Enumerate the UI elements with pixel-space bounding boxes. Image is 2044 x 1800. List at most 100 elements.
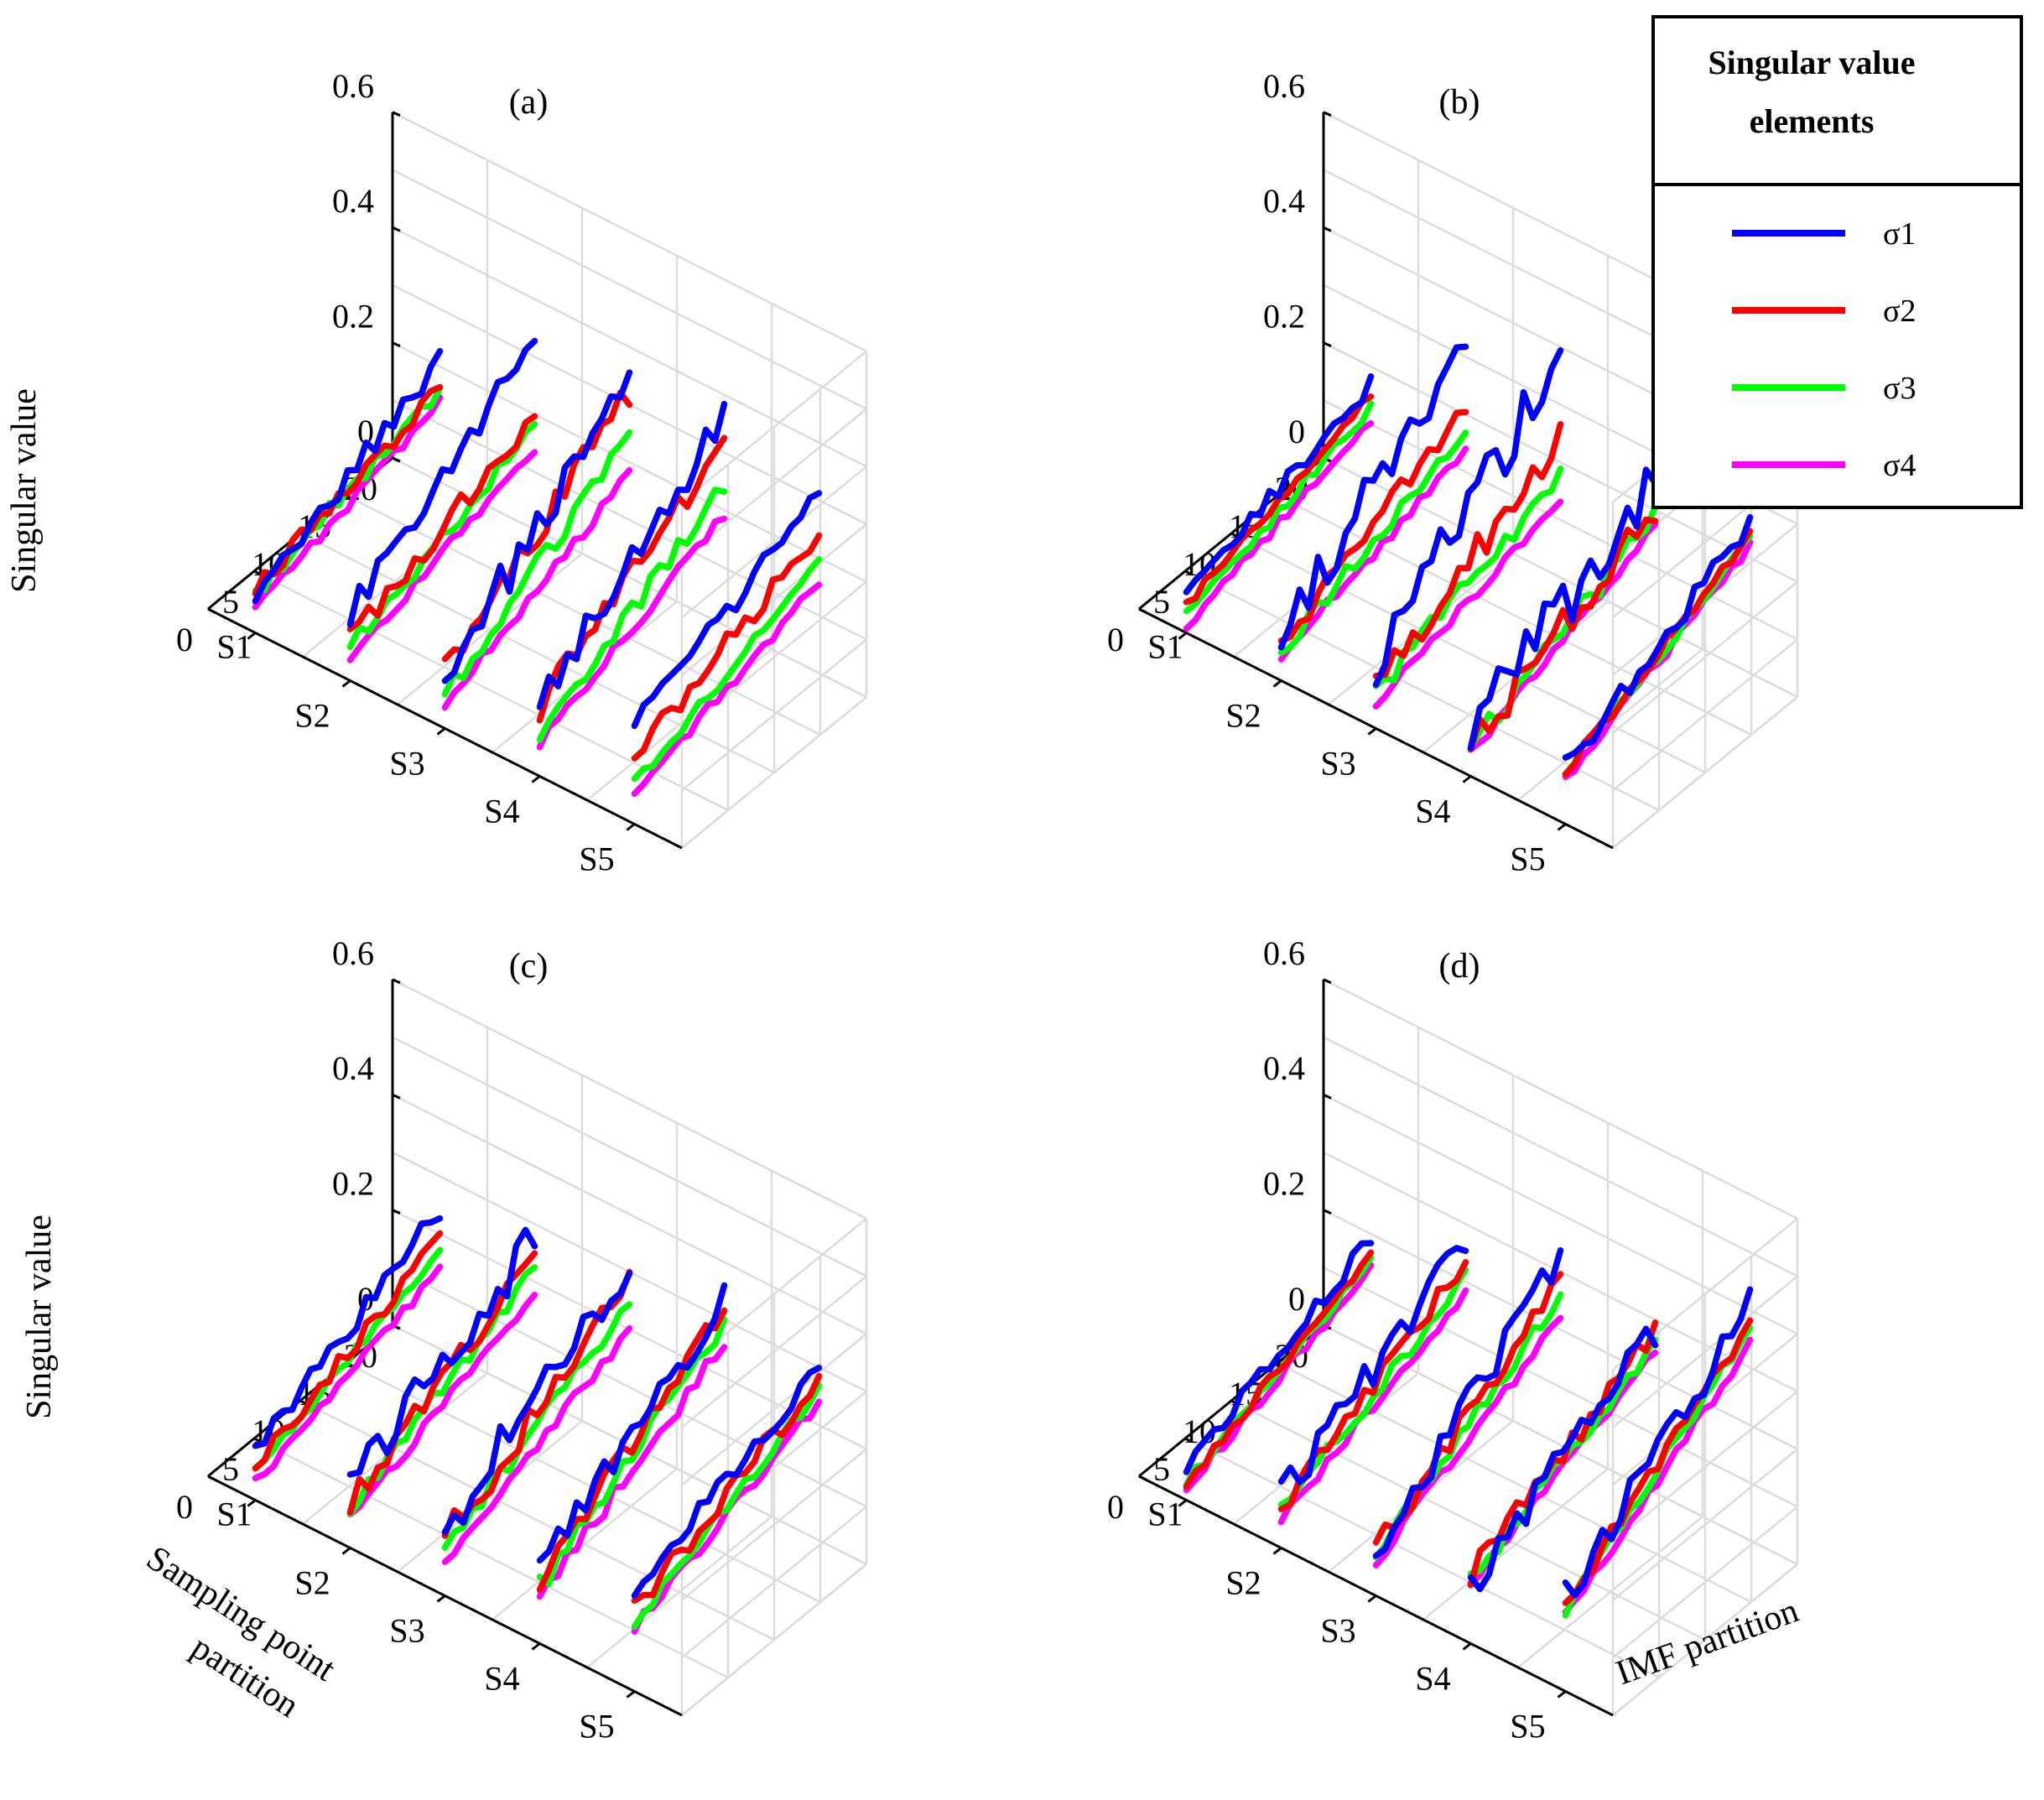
x-tick-label: S5	[1510, 840, 1545, 878]
z-tick	[392, 978, 401, 985]
grid-line	[1323, 1324, 1798, 1566]
grid-line	[392, 226, 867, 468]
z-tick	[1323, 341, 1332, 347]
legend-box	[1651, 15, 2023, 509]
x-tick-label: S1	[216, 628, 252, 666]
z-tick-label: 0.6	[332, 67, 374, 105]
grid-line	[1612, 1448, 1798, 1601]
x-tick	[1462, 775, 1472, 783]
series-2-S2	[1277, 408, 1469, 644]
grid-line	[1323, 1036, 1798, 1277]
y-tick	[207, 1475, 216, 1481]
x-tick	[341, 679, 351, 688]
series-2-S1	[252, 383, 444, 597]
legend-label-3: σ3	[1883, 371, 1916, 406]
panel-title: (d)	[1439, 947, 1480, 986]
y-tick-label: 0	[176, 621, 193, 658]
grid-line	[392, 1036, 867, 1277]
series-2-S5	[1562, 1317, 1754, 1606]
series-4-S2	[1277, 1287, 1469, 1526]
z-axis-label-a: Singular value	[5, 388, 44, 593]
x-tick-label: S3	[1320, 1612, 1355, 1650]
series-1-S4	[1467, 466, 1659, 752]
series-1-S3	[1372, 346, 1564, 689]
legend-entries: σ1 σ2 σ3 σ4	[1732, 216, 1916, 483]
z-tick	[392, 226, 401, 232]
series-2-S2	[346, 413, 538, 632]
x-tick	[1367, 1595, 1377, 1603]
series-1-S1	[1183, 373, 1375, 596]
z-tick	[392, 341, 401, 347]
series-3-S5	[631, 556, 823, 783]
series-1-S2	[1277, 1245, 1469, 1485]
series-4-S3	[441, 1324, 633, 1565]
z-tick	[392, 1093, 401, 1100]
series-lines	[1183, 343, 1754, 780]
series-2-S4	[1467, 516, 1659, 753]
series-3-S1	[1183, 400, 1375, 615]
series-1-S4	[536, 400, 728, 710]
z-tick-label: 0.4	[332, 182, 374, 220]
x-tick-label: S1	[1147, 628, 1183, 666]
grid-line	[1323, 1094, 1798, 1335]
series-2-S1	[1183, 1249, 1375, 1490]
grid-line	[392, 169, 867, 410]
series-1-S3	[1372, 1246, 1564, 1559]
grid-line	[681, 1275, 867, 1428]
y-tick-label: 5	[1153, 583, 1170, 621]
grid-line	[346, 1361, 821, 1604]
grid-line	[681, 466, 867, 619]
grid-line	[1184, 1437, 1660, 1679]
x-tick	[247, 632, 257, 640]
series-1-S1	[252, 347, 444, 605]
grid-line	[1612, 1217, 1798, 1371]
series-lines	[1183, 1240, 1754, 1619]
x-tick	[1462, 1642, 1472, 1651]
z-tick-label: 0.4	[1263, 1049, 1305, 1087]
x-tick-label: S5	[579, 840, 614, 878]
y-tick	[1184, 1437, 1193, 1444]
panel-title: (b)	[1439, 83, 1480, 122]
grid-line	[681, 1448, 867, 1601]
z-tick	[1323, 978, 1332, 985]
series-2-S3	[1372, 420, 1564, 679]
series-3-S1	[252, 1246, 444, 1471]
grid-line	[681, 523, 867, 676]
series-1-S1	[1183, 1240, 1375, 1475]
panel-title: (c)	[509, 947, 549, 986]
legend-label-4: σ4	[1883, 448, 1916, 483]
grid-line	[1323, 1209, 1798, 1450]
series-1-S4	[1467, 1325, 1659, 1593]
grid	[207, 111, 868, 850]
x-tick	[341, 1547, 351, 1555]
z-axis-label-c: Singular value	[20, 1215, 59, 1419]
y-tick	[1184, 570, 1193, 576]
series-1-S3	[441, 1270, 633, 1536]
y-tick-label: 0	[1107, 1488, 1124, 1526]
y-tick-label: 0	[176, 1488, 193, 1526]
series-1-S5	[1562, 513, 1754, 761]
x-tick	[1367, 727, 1377, 736]
y-tick-label: 5	[1153, 1450, 1170, 1488]
x-tick-label: S4	[484, 1660, 519, 1698]
x-tick-label: S2	[1225, 1564, 1261, 1602]
grid-line	[1612, 1506, 1798, 1659]
series-1-S2	[346, 1226, 538, 1478]
x-tick	[247, 1499, 257, 1507]
x-tick	[1557, 823, 1567, 831]
series-1-S5	[631, 1364, 823, 1600]
grid-line	[1323, 978, 1798, 1220]
grid-line	[392, 111, 867, 352]
x-tick	[626, 1690, 636, 1699]
series-4-S1	[252, 1263, 444, 1481]
z-tick-label: 0.2	[1263, 1165, 1305, 1203]
z-tick-label: 0	[357, 413, 374, 450]
grid-line	[299, 532, 775, 774]
series-1-S2	[1277, 343, 1469, 651]
series-1-S5	[631, 490, 823, 730]
legend: Singular value elements σ1 σ2 σ3 σ4	[1651, 15, 2023, 509]
x-tick	[1272, 1547, 1282, 1555]
